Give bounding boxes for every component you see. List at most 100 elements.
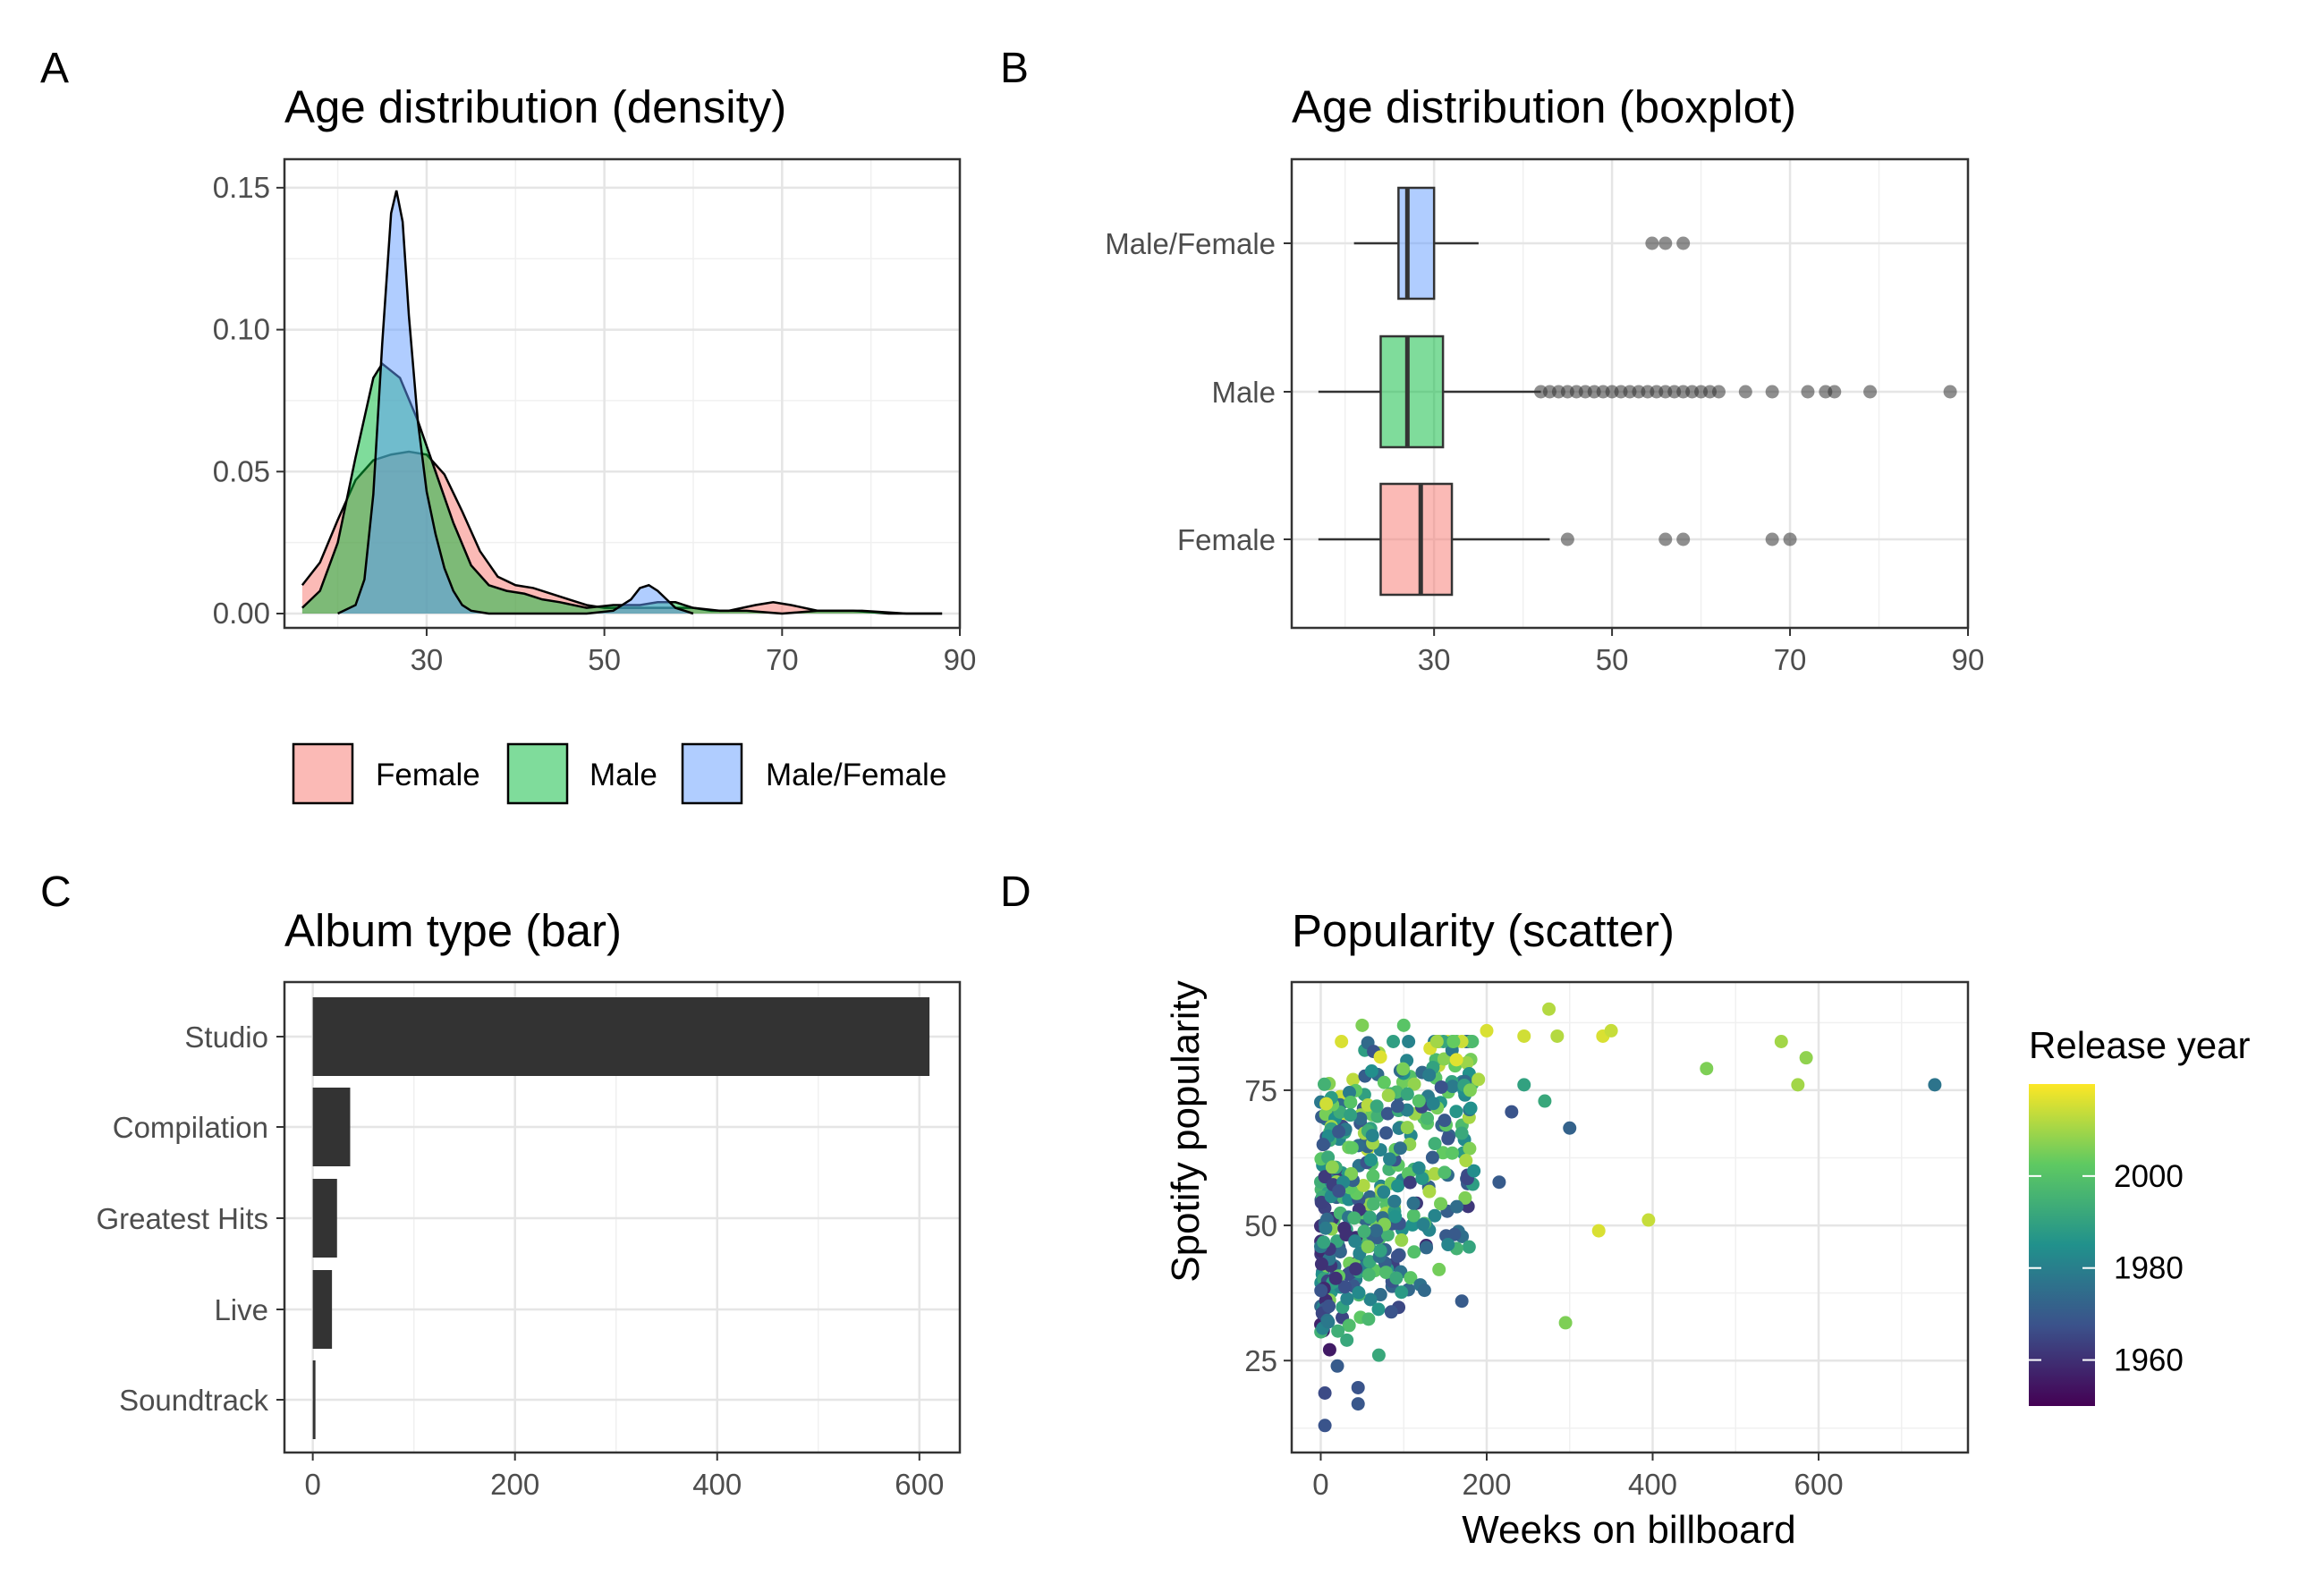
scatter-point bbox=[1361, 1267, 1376, 1282]
colorbar-tick-label: 1980 bbox=[2114, 1251, 2184, 1286]
scatter-point bbox=[1406, 1196, 1421, 1210]
scatter-point bbox=[1366, 1197, 1380, 1211]
scatter-point bbox=[1463, 1101, 1478, 1115]
scatter-point bbox=[1438, 1165, 1452, 1180]
outlier-point bbox=[1765, 532, 1779, 546]
box-female bbox=[1379, 482, 1454, 597]
scatter-point bbox=[1332, 1184, 1346, 1199]
scatter-point bbox=[1799, 1051, 1813, 1065]
plot-border bbox=[1290, 980, 1970, 1454]
legend-label: Male/Female bbox=[766, 758, 946, 792]
scatter-point bbox=[1422, 1068, 1437, 1082]
scatter-point bbox=[1330, 1359, 1344, 1373]
legend-label: Female bbox=[376, 758, 480, 792]
scatter-plot: 0 200 400 600 25 50 75 bbox=[1244, 980, 1970, 1501]
scatter-point bbox=[1403, 1175, 1417, 1190]
scatter-point bbox=[1342, 1086, 1356, 1100]
scatter-point bbox=[1395, 1233, 1409, 1248]
y-tick-label: Female bbox=[1177, 523, 1276, 556]
x-tick-label: 70 bbox=[766, 643, 799, 676]
scatter-point bbox=[1333, 1244, 1347, 1258]
scatter-point bbox=[1774, 1035, 1788, 1049]
scatter-point bbox=[1641, 1213, 1656, 1227]
scatter-point bbox=[1425, 1150, 1439, 1165]
y-tick-label: 0.10 bbox=[213, 313, 270, 346]
scatter-point bbox=[1422, 1184, 1437, 1199]
scatter-point bbox=[1517, 1078, 1531, 1092]
scatter-point bbox=[1402, 1035, 1416, 1049]
scatter-point bbox=[1428, 1137, 1442, 1151]
outlier-point bbox=[1863, 385, 1878, 399]
bar-compilation bbox=[312, 1088, 351, 1166]
scatter-point bbox=[1450, 1199, 1464, 1214]
x-tick-label: 90 bbox=[1952, 643, 1985, 676]
colorbar-tick-label: 2000 bbox=[2114, 1159, 2184, 1194]
scatter-point bbox=[1355, 1018, 1370, 1032]
scatter-point bbox=[1340, 1333, 1354, 1347]
scatter-point bbox=[1406, 1208, 1421, 1223]
scatter-point bbox=[1458, 1190, 1472, 1205]
scatter-point bbox=[1352, 1285, 1366, 1300]
scatter-point bbox=[1316, 1138, 1330, 1152]
y-tick-label: 75 bbox=[1244, 1074, 1277, 1107]
bar-live bbox=[312, 1270, 333, 1349]
x-tick-label: 70 bbox=[1774, 643, 1807, 676]
panel-letter-b: B bbox=[1000, 45, 1029, 92]
scatter-point bbox=[1378, 1266, 1393, 1280]
scatter-point bbox=[1928, 1078, 1942, 1092]
panel-title-c: Album type (bar) bbox=[284, 905, 622, 956]
y-tick-label: Greatest Hits bbox=[96, 1202, 268, 1235]
outlier-point bbox=[1560, 532, 1574, 546]
gender-legend: Female Male Male/Female bbox=[292, 742, 946, 805]
panel-b: B Age distribution (boxplot) 30 50 70 90 Mal… bbox=[1000, 45, 1984, 676]
y-tick-label: Compilation bbox=[113, 1111, 268, 1144]
scatter-point bbox=[1332, 1124, 1346, 1139]
scatter-point bbox=[1344, 1108, 1358, 1122]
scatter-point bbox=[1364, 1064, 1378, 1079]
legend-label: Male bbox=[589, 758, 657, 792]
scatter-point bbox=[1383, 1152, 1397, 1166]
scatter-point bbox=[1337, 1280, 1352, 1294]
x-tick-label: 400 bbox=[692, 1468, 742, 1501]
y-tick-label: 0.00 bbox=[213, 597, 270, 630]
scatter-point bbox=[1344, 1140, 1359, 1155]
panel-title-a: Age distribution (density) bbox=[284, 81, 786, 132]
scatter-point bbox=[1325, 1160, 1339, 1174]
panel-c: C Album type (bar) 0 200 400 600 Studio Compi… bbox=[40, 868, 962, 1501]
scatter-point bbox=[1400, 1087, 1414, 1101]
y-tick-label: Studio bbox=[184, 1021, 268, 1054]
scatter-point bbox=[1407, 1077, 1421, 1091]
scatter-point bbox=[1472, 1072, 1486, 1087]
plot-border bbox=[283, 980, 962, 1454]
bar-plot: 0 200 400 600 Studio Compilation Greatest Hits… bbox=[96, 980, 962, 1501]
scatter-point bbox=[1434, 1197, 1448, 1211]
boxplot-plot: 30 50 70 90 Male/Female Male Female bbox=[1105, 157, 1985, 676]
scatter-point bbox=[1459, 1154, 1473, 1168]
scatter-point bbox=[1362, 1210, 1377, 1224]
scatter-point bbox=[1417, 1283, 1431, 1298]
colorbar-gradient bbox=[2029, 1084, 2095, 1406]
scatter-point bbox=[1390, 1249, 1404, 1263]
bar-greatest-hits bbox=[312, 1179, 337, 1258]
x-tick-label: 30 bbox=[411, 643, 444, 676]
scatter-point bbox=[1357, 1224, 1371, 1239]
scatter-point bbox=[1550, 1029, 1565, 1043]
scatter-point bbox=[1340, 1292, 1354, 1306]
outlier-point bbox=[1658, 532, 1673, 546]
scatter-point bbox=[1331, 1324, 1345, 1338]
panel-letter-a: A bbox=[40, 45, 69, 92]
scatter-point bbox=[1421, 1111, 1435, 1125]
scatter-point bbox=[1462, 1240, 1476, 1254]
scatter-point bbox=[1391, 1179, 1405, 1193]
density-area-male-female bbox=[337, 191, 693, 614]
scatter-point bbox=[1314, 1257, 1328, 1271]
scatter-point bbox=[1322, 1299, 1336, 1313]
legend-key-female bbox=[292, 742, 354, 805]
y-tick-label: 0.05 bbox=[213, 454, 270, 487]
scatter-point bbox=[1480, 1023, 1494, 1038]
scatter-point bbox=[1445, 1146, 1459, 1160]
scatter-point bbox=[1429, 1035, 1444, 1049]
x-tick-label: 0 bbox=[304, 1468, 320, 1501]
scatter-point bbox=[1416, 1217, 1430, 1232]
